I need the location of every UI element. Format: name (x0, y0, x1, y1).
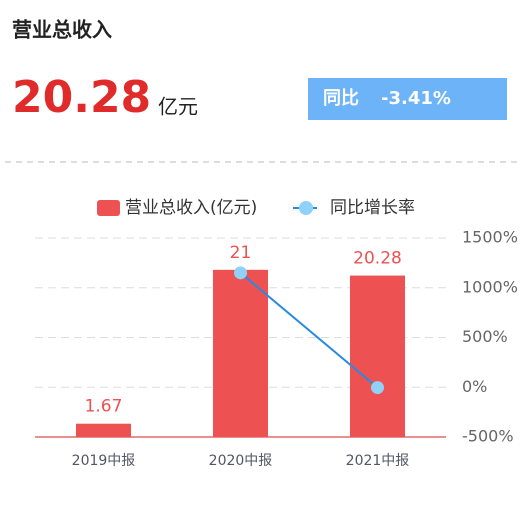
bar (76, 423, 131, 437)
value: 20.28 (12, 72, 151, 123)
legend-label: 同比增长率 (330, 198, 415, 218)
yoy-label: 同比 (323, 88, 359, 109)
legend-label: 营业总收入(亿元) (125, 198, 257, 218)
yoy-value: -3.41% (381, 88, 451, 109)
yoy-badge (308, 78, 507, 120)
line-point (371, 381, 384, 395)
y2-tick-label: 500% (462, 327, 508, 346)
x-tick-label: 2020中报 (209, 453, 273, 469)
bar (350, 275, 405, 437)
data-label: 1.67 (85, 397, 123, 417)
y2-tick-label: 1000% (462, 277, 518, 296)
title: 营业总收入 (12, 18, 112, 42)
unit: 亿元 (158, 95, 198, 119)
y2-tick-label: 1500% (462, 228, 518, 247)
bar (213, 269, 268, 437)
y2-tick-label: -500% (462, 427, 514, 446)
legend-swatch (299, 201, 313, 215)
legend-swatch (97, 200, 120, 216)
data-label: 20.28 (353, 249, 402, 269)
data-label: 21 (230, 243, 252, 263)
y2-tick-label: 0% (462, 377, 487, 396)
x-tick-label: 2021中报 (346, 453, 410, 469)
x-tick-label: 2019中报 (72, 453, 136, 469)
line (239, 272, 379, 389)
line-point (234, 266, 247, 280)
